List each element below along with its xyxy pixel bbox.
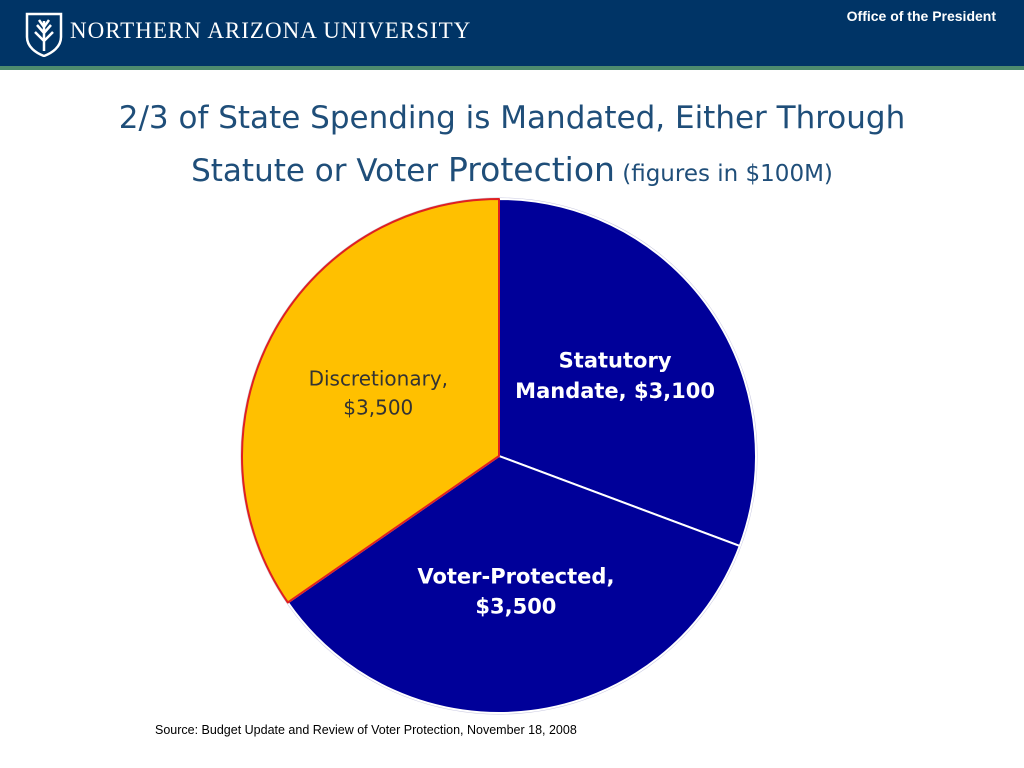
title-part-a: Statute or Voter: [191, 153, 448, 189]
header-bar: NORTHERN ARIZONA UNIVERSITY Office of th…: [0, 0, 1024, 66]
title-part-c: (figures in $100M): [614, 161, 833, 187]
pie-label-voter-protected-line-2: $3,500: [475, 595, 556, 619]
title-line-1: 2/3 of State Spending is Mandated, Eithe…: [118, 100, 906, 136]
university-name: NORTHERN ARIZONA UNIVERSITY: [70, 18, 472, 43]
title-part-b: Protection: [447, 150, 615, 189]
pie-label-discretionary-line-2: $3,500: [343, 395, 413, 419]
slide-title: 2/3 of State Spending is Mandated, Eithe…: [0, 92, 1024, 200]
pie-slice-discretionary: [241, 198, 500, 604]
pie-label-statutory-mandate-line-1: Statutory: [559, 349, 672, 373]
source-note: Source: Budget Update and Review of Vote…: [155, 723, 577, 737]
office-label: Office of the President: [846, 8, 996, 24]
pie-slice-voter-protected: [286, 455, 741, 714]
nau-shield-logo-icon: [25, 12, 63, 57]
pie-slice-statutory-mandate: [498, 198, 757, 547]
pie-label-voter-protected-line-1: Voter-Protected,: [417, 564, 614, 588]
pie-label-discretionary-line-1: Discretionary,: [309, 366, 448, 390]
title-line-2: Statute or Voter Protection (figures in …: [0, 144, 1024, 200]
header-stripe: [0, 66, 1024, 70]
pie-label-statutory-mandate-line-2: Mandate, $3,100: [515, 379, 715, 403]
